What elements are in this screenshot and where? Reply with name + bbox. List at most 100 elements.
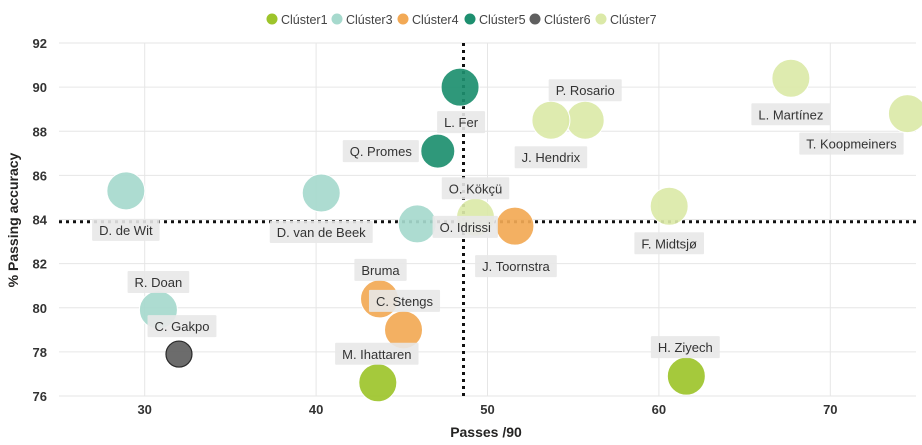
- label-background: [751, 103, 831, 126]
- label-text: Bruma: [361, 263, 400, 278]
- point-c-gakpo: [165, 340, 193, 368]
- label-background: [342, 140, 419, 163]
- x-tick-label: 60: [652, 402, 666, 417]
- label-text: P. Rosario: [556, 83, 615, 98]
- label-c-stengs: C. Stengs: [368, 289, 441, 312]
- legend-swatch-cluster5: [464, 13, 476, 25]
- label-m-ihattaren: M. Ihattaren: [335, 342, 419, 365]
- label-o-kokcu: O. Kökçü: [441, 177, 510, 200]
- label-background: [437, 111, 486, 134]
- label-r-doan: R. Doan: [127, 270, 190, 293]
- legend-swatch-cluster4: [397, 13, 409, 25]
- label-text: J. Toornstra: [482, 259, 550, 274]
- label-text: J. Hendrix: [522, 150, 581, 165]
- label-text: R. Doan: [135, 275, 183, 290]
- label-background: [269, 221, 373, 244]
- label-background: [147, 315, 217, 338]
- label-text: T. Koopmeiners: [806, 137, 897, 152]
- label-text: H. Ziyech: [658, 340, 713, 355]
- label-text: L. Martínez: [758, 107, 823, 122]
- x-tick-label: 70: [823, 402, 837, 417]
- point-j-toornstra: [495, 206, 535, 246]
- point-p-rosario: [565, 100, 605, 140]
- x-tick-label: 50: [480, 402, 494, 417]
- legend-label-cluster4: Clúster4: [412, 13, 459, 27]
- point-j-hendrix: [531, 100, 571, 140]
- label-d-van-de-beek: D. van de Beek: [269, 221, 373, 244]
- legend-swatch-cluster7: [595, 13, 607, 25]
- label-text: D. van de Beek: [277, 225, 366, 240]
- label-t-koopmeiners: T. Koopmeiners: [799, 132, 904, 155]
- label-text: Q. Promes: [350, 144, 413, 159]
- point-f-midtsj: [649, 186, 689, 226]
- y-tick-label: 82: [33, 257, 47, 272]
- label-background: [475, 255, 557, 278]
- legend-label-cluster7: Clúster7: [610, 13, 657, 27]
- label-j-hendrix: J. Hendrix: [514, 146, 588, 169]
- label-text: C. Stengs: [376, 294, 434, 309]
- x-tick-label: 40: [309, 402, 323, 417]
- point-l-martinez: [771, 58, 811, 98]
- data-points: [106, 58, 922, 403]
- x-axis-ticks: 30 40 50 60 70: [137, 402, 837, 417]
- y-tick-label: 80: [33, 301, 47, 316]
- point-d-van-de-beek: [301, 173, 341, 213]
- label-f-midtsj: F. Midtsjø: [634, 232, 704, 255]
- legend-swatch-cluster6: [529, 13, 541, 25]
- label-background: [514, 146, 588, 169]
- label-background: [335, 342, 419, 365]
- label-l-fer: L. Fer: [437, 111, 486, 134]
- point-l-fer: [440, 67, 480, 107]
- label-text: O. Kökçü: [449, 181, 502, 196]
- point-t-koopmeiners: [887, 94, 922, 134]
- label-text: D. de Wit: [99, 223, 153, 238]
- label-background: [368, 289, 441, 312]
- label-background: [127, 270, 190, 293]
- legend: Clúster1 Clúster3 Clúster4 Clúster5 Clúster6…: [266, 13, 657, 27]
- y-axis-ticks: 76 78 80 82 84 86 88 90 92: [33, 36, 48, 404]
- point-o-idrissi: [397, 204, 437, 244]
- y-tick-label: 92: [33, 36, 47, 51]
- legend-swatch-cluster3: [331, 13, 343, 25]
- label-text: L. Fer: [444, 115, 479, 130]
- label-l-martinez: L. Martínez: [751, 103, 831, 126]
- label-bruma: Bruma: [354, 258, 407, 281]
- label-q-promes: Q. Promes: [342, 140, 419, 163]
- point-m-ihattaren: [358, 363, 398, 403]
- point-labels: M. Ihattaren H. Ziyech D. de Wit D. van de …: [92, 79, 904, 365]
- label-background: [799, 132, 904, 155]
- label-text: M. Ihattaren: [342, 347, 411, 362]
- label-j-toornstra: J. Toornstra: [475, 255, 557, 278]
- y-axis-title: % Passing accuracy: [5, 152, 21, 287]
- point-q-promes: [420, 133, 456, 169]
- legend-swatch-cluster1: [266, 13, 278, 25]
- label-h-ziyech: H. Ziyech: [650, 336, 720, 359]
- label-background: [92, 218, 160, 241]
- label-c-gakpo: C. Gakpo: [147, 315, 217, 338]
- label-background: [634, 232, 704, 255]
- x-axis-title: Passes /90: [450, 424, 522, 440]
- label-text: F. Midtsjø: [641, 236, 697, 251]
- legend-label-cluster3: Clúster3: [346, 13, 393, 27]
- y-tick-label: 90: [33, 80, 47, 95]
- label-background: [354, 258, 407, 281]
- label-text: O. Idrissi: [440, 220, 491, 235]
- y-tick-label: 78: [33, 345, 47, 360]
- label-o-idrissi: O. Idrissi: [432, 215, 498, 238]
- y-tick-label: 88: [33, 124, 47, 139]
- y-tick-label: 76: [33, 389, 47, 404]
- y-tick-label: 84: [33, 213, 48, 228]
- y-tick-label: 86: [33, 168, 47, 183]
- point-h-ziyech: [666, 356, 706, 396]
- label-background: [650, 336, 720, 359]
- label-background: [548, 79, 622, 102]
- legend-label-cluster6: Clúster6: [544, 13, 591, 27]
- label-p-rosario: P. Rosario: [548, 79, 622, 102]
- legend-label-cluster5: Clúster5: [479, 13, 526, 27]
- label-d-de-wit: D. de Wit: [92, 218, 160, 241]
- x-tick-label: 30: [137, 402, 151, 417]
- label-background: [432, 215, 498, 238]
- legend-label-cluster1: Clúster1: [281, 13, 328, 27]
- point-d-de-wit: [106, 171, 146, 211]
